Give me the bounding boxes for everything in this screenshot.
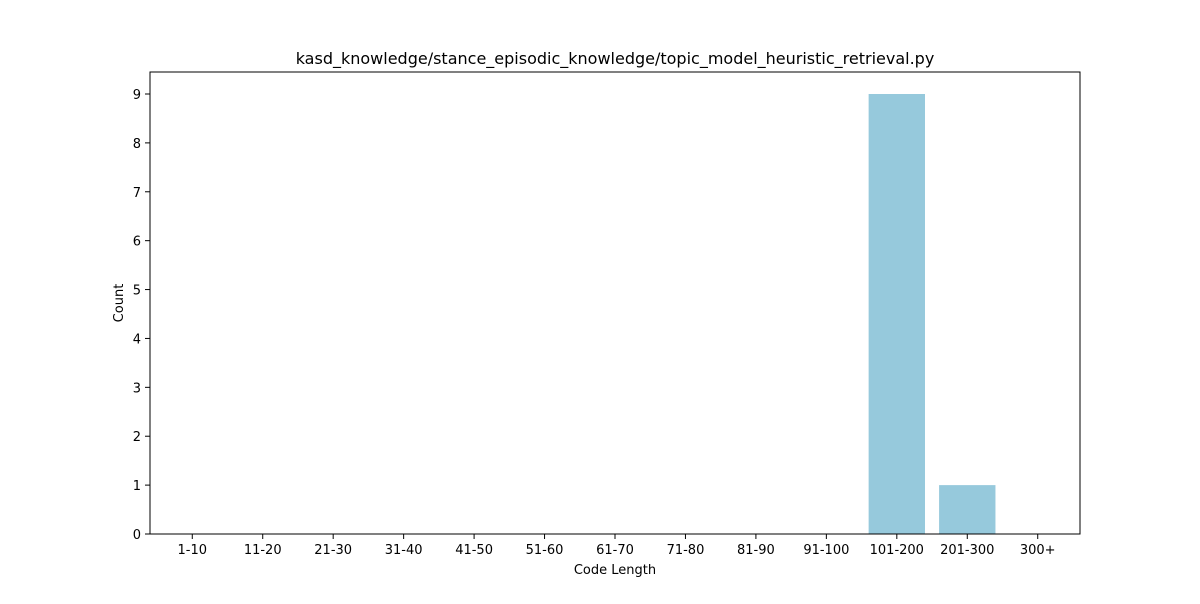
y-axis-label: Count [112, 284, 127, 323]
y-tick-label: 0 [133, 528, 141, 543]
x-tick-label: 21-30 [314, 543, 352, 558]
x-tick-label: 81-90 [737, 543, 775, 558]
y-tick-label: 2 [133, 430, 141, 445]
y-tick-label: 3 [133, 381, 141, 396]
x-axis: 1-10 11-20 21-30 31-40 41-50 51-60 61-70 71-80 8… [178, 534, 1056, 558]
x-tick-label: 91-100 [803, 543, 849, 558]
x-axis-label: Code Length [574, 563, 656, 578]
plot-area-frame [149, 71, 1081, 535]
x-tick-label: 61-70 [596, 543, 634, 558]
bar-101-200 [868, 94, 925, 534]
x-tick-label: 1-10 [178, 543, 208, 558]
y-axis: 0 1 2 3 4 5 6 7 8 9 [133, 88, 150, 543]
x-tick-label: 101-200 [870, 543, 924, 558]
y-tick-label: 9 [133, 88, 141, 103]
y-tick-label: 1 [133, 479, 141, 494]
bar-201-300 [939, 485, 996, 534]
x-tick-label: 51-60 [526, 543, 564, 558]
y-tick-label: 5 [133, 284, 141, 299]
y-tick-label: 6 [133, 235, 141, 250]
x-tick-label: 201-300 [940, 543, 994, 558]
x-tick-label: 71-80 [667, 543, 705, 558]
x-tick-label: 300+ [1020, 543, 1056, 558]
chart-title: kasd_knowledge/stance_episodic_knowledge… [296, 49, 935, 69]
x-tick-label: 11-20 [244, 543, 282, 558]
y-tick-label: 8 [133, 137, 141, 152]
x-tick-label: 41-50 [455, 543, 493, 558]
bars-layer [868, 94, 996, 534]
x-tick-label: 31-40 [385, 543, 423, 558]
y-tick-label: 4 [133, 332, 141, 347]
y-tick-label: 7 [133, 186, 141, 201]
